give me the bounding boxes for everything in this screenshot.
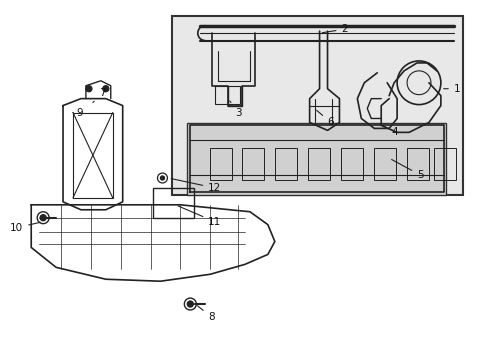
Circle shape [86,86,92,92]
Text: 8: 8 [197,306,214,322]
Circle shape [160,176,164,180]
Text: 2: 2 [322,24,347,34]
Text: 1: 1 [443,84,460,94]
Circle shape [102,86,108,92]
Text: 10: 10 [10,222,41,233]
Text: 6: 6 [316,111,333,127]
Bar [406,148,428,180]
Bar [242,148,264,180]
Bar [373,148,395,180]
FancyBboxPatch shape [187,123,445,195]
Bar [152,188,194,218]
Bar [210,148,232,180]
Bar [274,148,296,180]
Text: 4: 4 [379,124,397,138]
Circle shape [40,215,46,221]
Bar [307,148,329,180]
Circle shape [187,301,193,307]
FancyBboxPatch shape [172,16,462,195]
Text: 11: 11 [178,206,221,227]
Text: 7: 7 [93,88,105,103]
Text: 9: 9 [73,108,82,117]
Bar [433,148,455,180]
Bar [215,86,240,104]
Text: 5: 5 [391,159,423,180]
Bar [341,148,363,180]
Text: 12: 12 [171,179,221,193]
Text: 3: 3 [229,101,241,117]
